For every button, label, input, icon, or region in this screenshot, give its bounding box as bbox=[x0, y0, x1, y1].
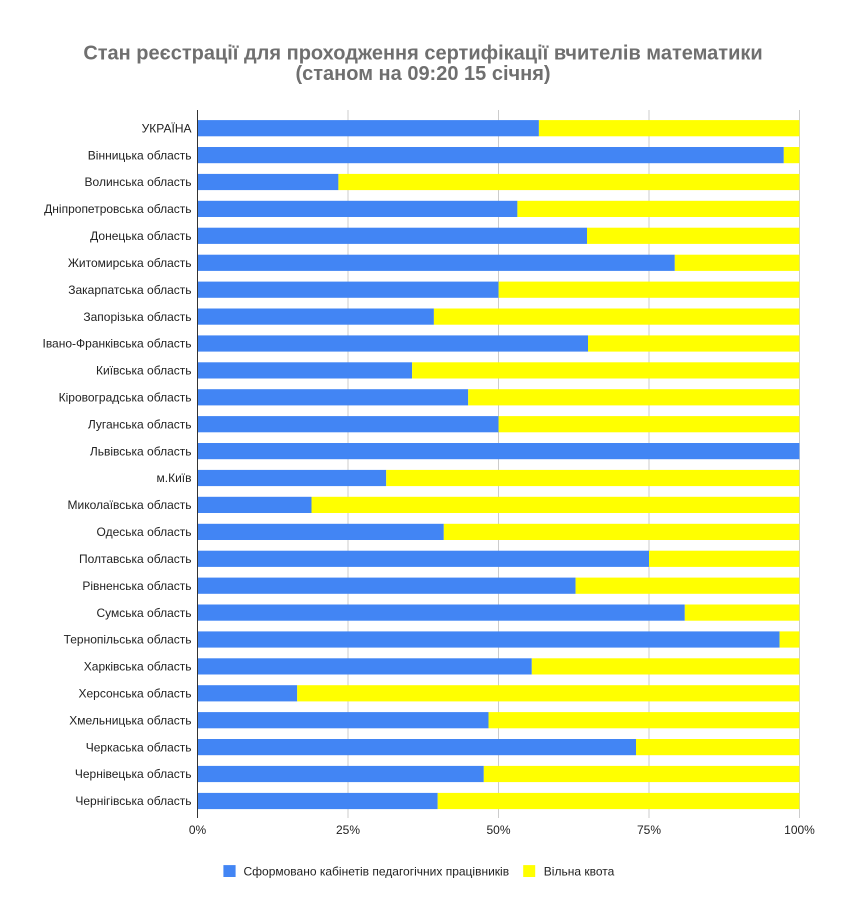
svg-text:Вінницька область: Вінницька область bbox=[88, 148, 192, 162]
svg-text:м.Київ: м.Київ bbox=[157, 471, 192, 485]
svg-text:Миколаївська область: Миколаївська область bbox=[68, 498, 192, 512]
svg-text:Сформовано кабінетів педагогіч: Сформовано кабінетів педагогічних праців… bbox=[244, 865, 510, 879]
svg-text:Дніпропетровська область: Дніпропетровська область bbox=[44, 202, 191, 216]
svg-text:Хмельницька область: Хмельницька область bbox=[69, 713, 191, 727]
svg-text:Луганська область: Луганська область bbox=[88, 417, 192, 431]
svg-text:Київська область: Київська область bbox=[96, 364, 191, 378]
svg-text:Рівненська область: Рівненська область bbox=[82, 579, 191, 593]
svg-text:Черкаська область: Черкаська область bbox=[86, 740, 192, 754]
svg-text:Донецька область: Донецька область bbox=[90, 229, 191, 243]
svg-text:Львівська область: Львівська область bbox=[90, 444, 192, 458]
svg-text:Сумська область: Сумська область bbox=[97, 606, 192, 620]
svg-text:Закарпатська область: Закарпатська область bbox=[68, 283, 191, 297]
svg-text:(станом на 09:20 15 січня): (станом на 09:20 15 січня) bbox=[295, 63, 550, 85]
svg-text:Чернівецька область: Чернівецька область bbox=[75, 767, 192, 781]
svg-text:100%: 100% bbox=[784, 823, 815, 837]
svg-text:75%: 75% bbox=[637, 823, 661, 837]
svg-text:Вільна квота: Вільна квота bbox=[544, 865, 615, 879]
svg-text:Херсонська область: Херсонська область bbox=[79, 687, 192, 701]
svg-text:Полтавська область: Полтавська область bbox=[79, 552, 192, 566]
svg-text:Чернігівська область: Чернігівська область bbox=[75, 794, 191, 808]
svg-text:Івано-Франківська область: Івано-Франківська область bbox=[42, 337, 191, 351]
svg-text:Житомирська область: Житомирська область bbox=[68, 256, 192, 270]
svg-text:Волинська область: Волинська область bbox=[85, 175, 192, 189]
svg-text:Одеська область: Одеська область bbox=[97, 525, 192, 539]
svg-text:Тернопільська область: Тернопільська область bbox=[64, 633, 192, 647]
svg-text:25%: 25% bbox=[336, 823, 360, 837]
svg-text:Кіровоградська область: Кіровоградська область bbox=[59, 391, 192, 405]
svg-text:УКРАЇНА: УКРАЇНА bbox=[142, 121, 192, 135]
svg-text:Стан реєстрації для проходженн: Стан реєстрації для проходження сертифік… bbox=[83, 43, 762, 65]
svg-text:Харківська область: Харківська область bbox=[84, 660, 192, 674]
svg-text:Запорізька область: Запорізька область bbox=[83, 310, 191, 324]
svg-text:0%: 0% bbox=[189, 823, 207, 837]
svg-text:50%: 50% bbox=[486, 823, 510, 837]
